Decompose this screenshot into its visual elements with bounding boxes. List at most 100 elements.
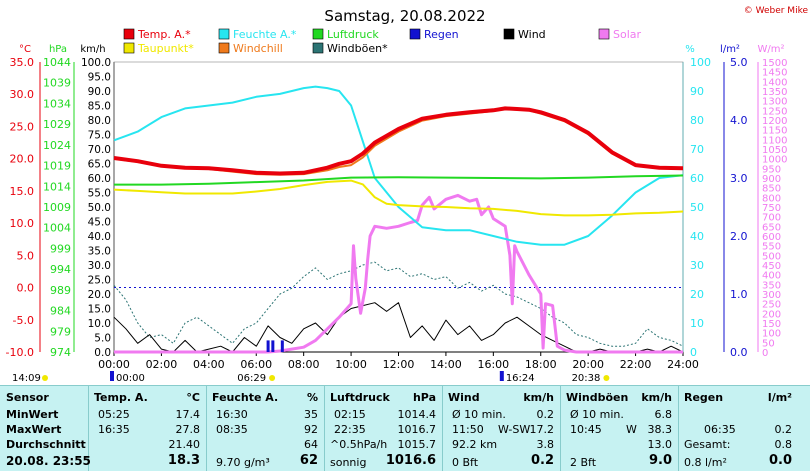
rain-tick-label: 2.0	[730, 230, 748, 243]
pressure-min-value: 1014.4	[397, 408, 437, 421]
marker-time-label: 16:24	[506, 373, 535, 384]
axis-unit-rain: l/m²	[720, 44, 740, 55]
pressure-trend: ^0.5hPa/h	[330, 438, 388, 451]
wind-tick-label: 15.0	[88, 304, 111, 316]
humidity-tick-label: 70	[690, 143, 704, 156]
current-time-label: 20.08. 23:55	[6, 454, 91, 468]
humidity-unit: %	[306, 391, 318, 404]
maxwert-label: MaxWert	[6, 423, 62, 436]
humidity-min-value: 35	[304, 408, 318, 421]
temp-series-line	[113, 106, 684, 176]
time-tick-label: 14:00	[430, 358, 462, 371]
wind-tick-label: 75.0	[88, 130, 111, 142]
wind-beaufort: 0 Bft	[452, 456, 479, 469]
rain-unit: l/m²	[767, 391, 792, 404]
solar-tick-label: 1250	[762, 106, 787, 117]
pressure-tick-label: 1044	[43, 56, 71, 69]
wind-tick-label: 70.0	[88, 144, 111, 156]
solar-tick-label: 1000	[762, 155, 787, 166]
wind-current-value: 0.2	[530, 453, 554, 468]
pressure-tick-label: 984	[50, 305, 71, 318]
pressure-tick-label: 974	[50, 346, 71, 359]
legend-label: Windböen*	[327, 42, 388, 55]
wind-tick-label: 85.0	[88, 101, 111, 113]
legend-label: Feuchte A.*	[233, 28, 297, 41]
gust-column: Windböen km/h Ø 10 min. 6.8 10:45 W 38.3…	[560, 386, 679, 471]
wind-tick-label: 40.0	[88, 231, 111, 243]
humidity-tick-label: 80	[690, 114, 704, 127]
axis-unit-wind: km/h	[80, 44, 105, 55]
rain-day-value: 0.8 l/m²	[684, 456, 727, 469]
pressure-column: Luftdruck hPa 02:15 1014.4 22:35 1016.7 …	[324, 386, 443, 471]
temp-max-value: 27.8	[175, 423, 201, 436]
rain-tick-label: 4.0	[730, 114, 748, 127]
humidity-current-value: 62	[299, 453, 318, 468]
solar-tick-label: 650	[762, 222, 781, 233]
temp-tick-label: 30.0	[10, 88, 35, 101]
pressure-tick-label: 1004	[43, 222, 71, 235]
solar-tick-label: 100	[762, 329, 781, 340]
temp-tick-label: 20.0	[10, 153, 35, 166]
humidity-max-value: 92	[304, 423, 318, 436]
solar-tick-label: 1350	[762, 87, 787, 98]
legend-swatch	[503, 28, 515, 40]
axis-unit-labels: °C hPa km/h% l/m² W/m²	[19, 44, 785, 55]
temp-tick-label: 15.0	[10, 185, 35, 198]
humidity-absolute-value: 9.70 g/m³	[216, 456, 270, 469]
solar-tick-label: 600	[762, 232, 781, 243]
temp-column: Temp. A. °C 05:25 17.4 16:35 27.8 21.40 …	[88, 386, 207, 471]
legend-swatch	[312, 42, 324, 54]
marker-time-label: 00:00	[116, 373, 145, 384]
temp-current-value: 18.3	[167, 453, 200, 468]
gust-max-direction: W	[626, 423, 637, 436]
pressure-max-value: 1016.7	[397, 423, 437, 436]
legend-swatch	[123, 42, 135, 54]
solar-tick-label: 800	[762, 193, 781, 204]
legend-label: Taupunkt*	[137, 42, 194, 55]
pressure-tick-label: 994	[50, 263, 71, 276]
time-tick-label: 10:00	[335, 358, 367, 371]
temp-tick-label: 5.0	[17, 249, 35, 262]
wind-header: Wind	[448, 391, 480, 404]
temp-tick-label: 25.0	[10, 120, 35, 133]
solar-tick-label: 450	[762, 261, 781, 272]
pressure-header: Luftdruck	[330, 391, 390, 404]
rain-header: Regen	[684, 391, 724, 404]
gust-avg-label: Ø 10 min.	[570, 408, 624, 421]
sunrise-label: 06:29	[237, 373, 266, 384]
solar-tick-label: 50	[762, 338, 775, 349]
pressure-unit: hPa	[412, 391, 436, 404]
wind-unit: km/h	[523, 391, 554, 404]
solar-tick-label: 1500	[762, 58, 787, 69]
time-tick-label: 20:00	[572, 358, 604, 371]
wind-tick-label: 10.0	[88, 318, 111, 330]
solar-tick-label: 550	[762, 242, 781, 253]
solar-tick-label: 1100	[762, 135, 787, 146]
temp-tick-label: -10.0	[6, 346, 34, 359]
legend-swatch	[409, 28, 421, 40]
wind-tick-label: 100.0	[81, 57, 111, 69]
marker-flag	[499, 371, 504, 381]
humidity-avg-value: 64	[304, 438, 318, 451]
chart-title: Samstag, 20.08.2022	[324, 7, 485, 25]
solar-tick-label: 0	[762, 348, 768, 359]
axis-unit-pressure: hPa	[49, 44, 67, 55]
solar-tick-label: 700	[762, 213, 781, 224]
axis-ticks: 35.0 30.0 25.0 20.0 15.0 10.0 5.0 0.0 -5.0 -10.0 1…	[6, 56, 788, 371]
humidity-min-time: 16:30	[216, 408, 248, 421]
temp-min-value: 17.4	[175, 408, 201, 421]
legend-swatch	[218, 42, 230, 54]
axis-unit-temp: °C	[19, 44, 31, 55]
solar-tick-label: 1200	[762, 116, 787, 127]
wind-tick-label: 60.0	[88, 173, 111, 185]
gust-unit: km/h	[641, 391, 672, 404]
solar-tick-label: 900	[762, 174, 781, 185]
legend-swatch	[218, 28, 230, 40]
time-tick-label: 08:00	[288, 358, 320, 371]
humidity-tick-label: 30	[690, 259, 704, 272]
solar-tick-label: 400	[762, 271, 781, 282]
time-tick-label: 16:00	[477, 358, 509, 371]
rain-tick-label: 3.0	[730, 172, 748, 185]
temp-tick-label: 0.0	[17, 282, 35, 295]
time-tick-label: 12:00	[383, 358, 415, 371]
